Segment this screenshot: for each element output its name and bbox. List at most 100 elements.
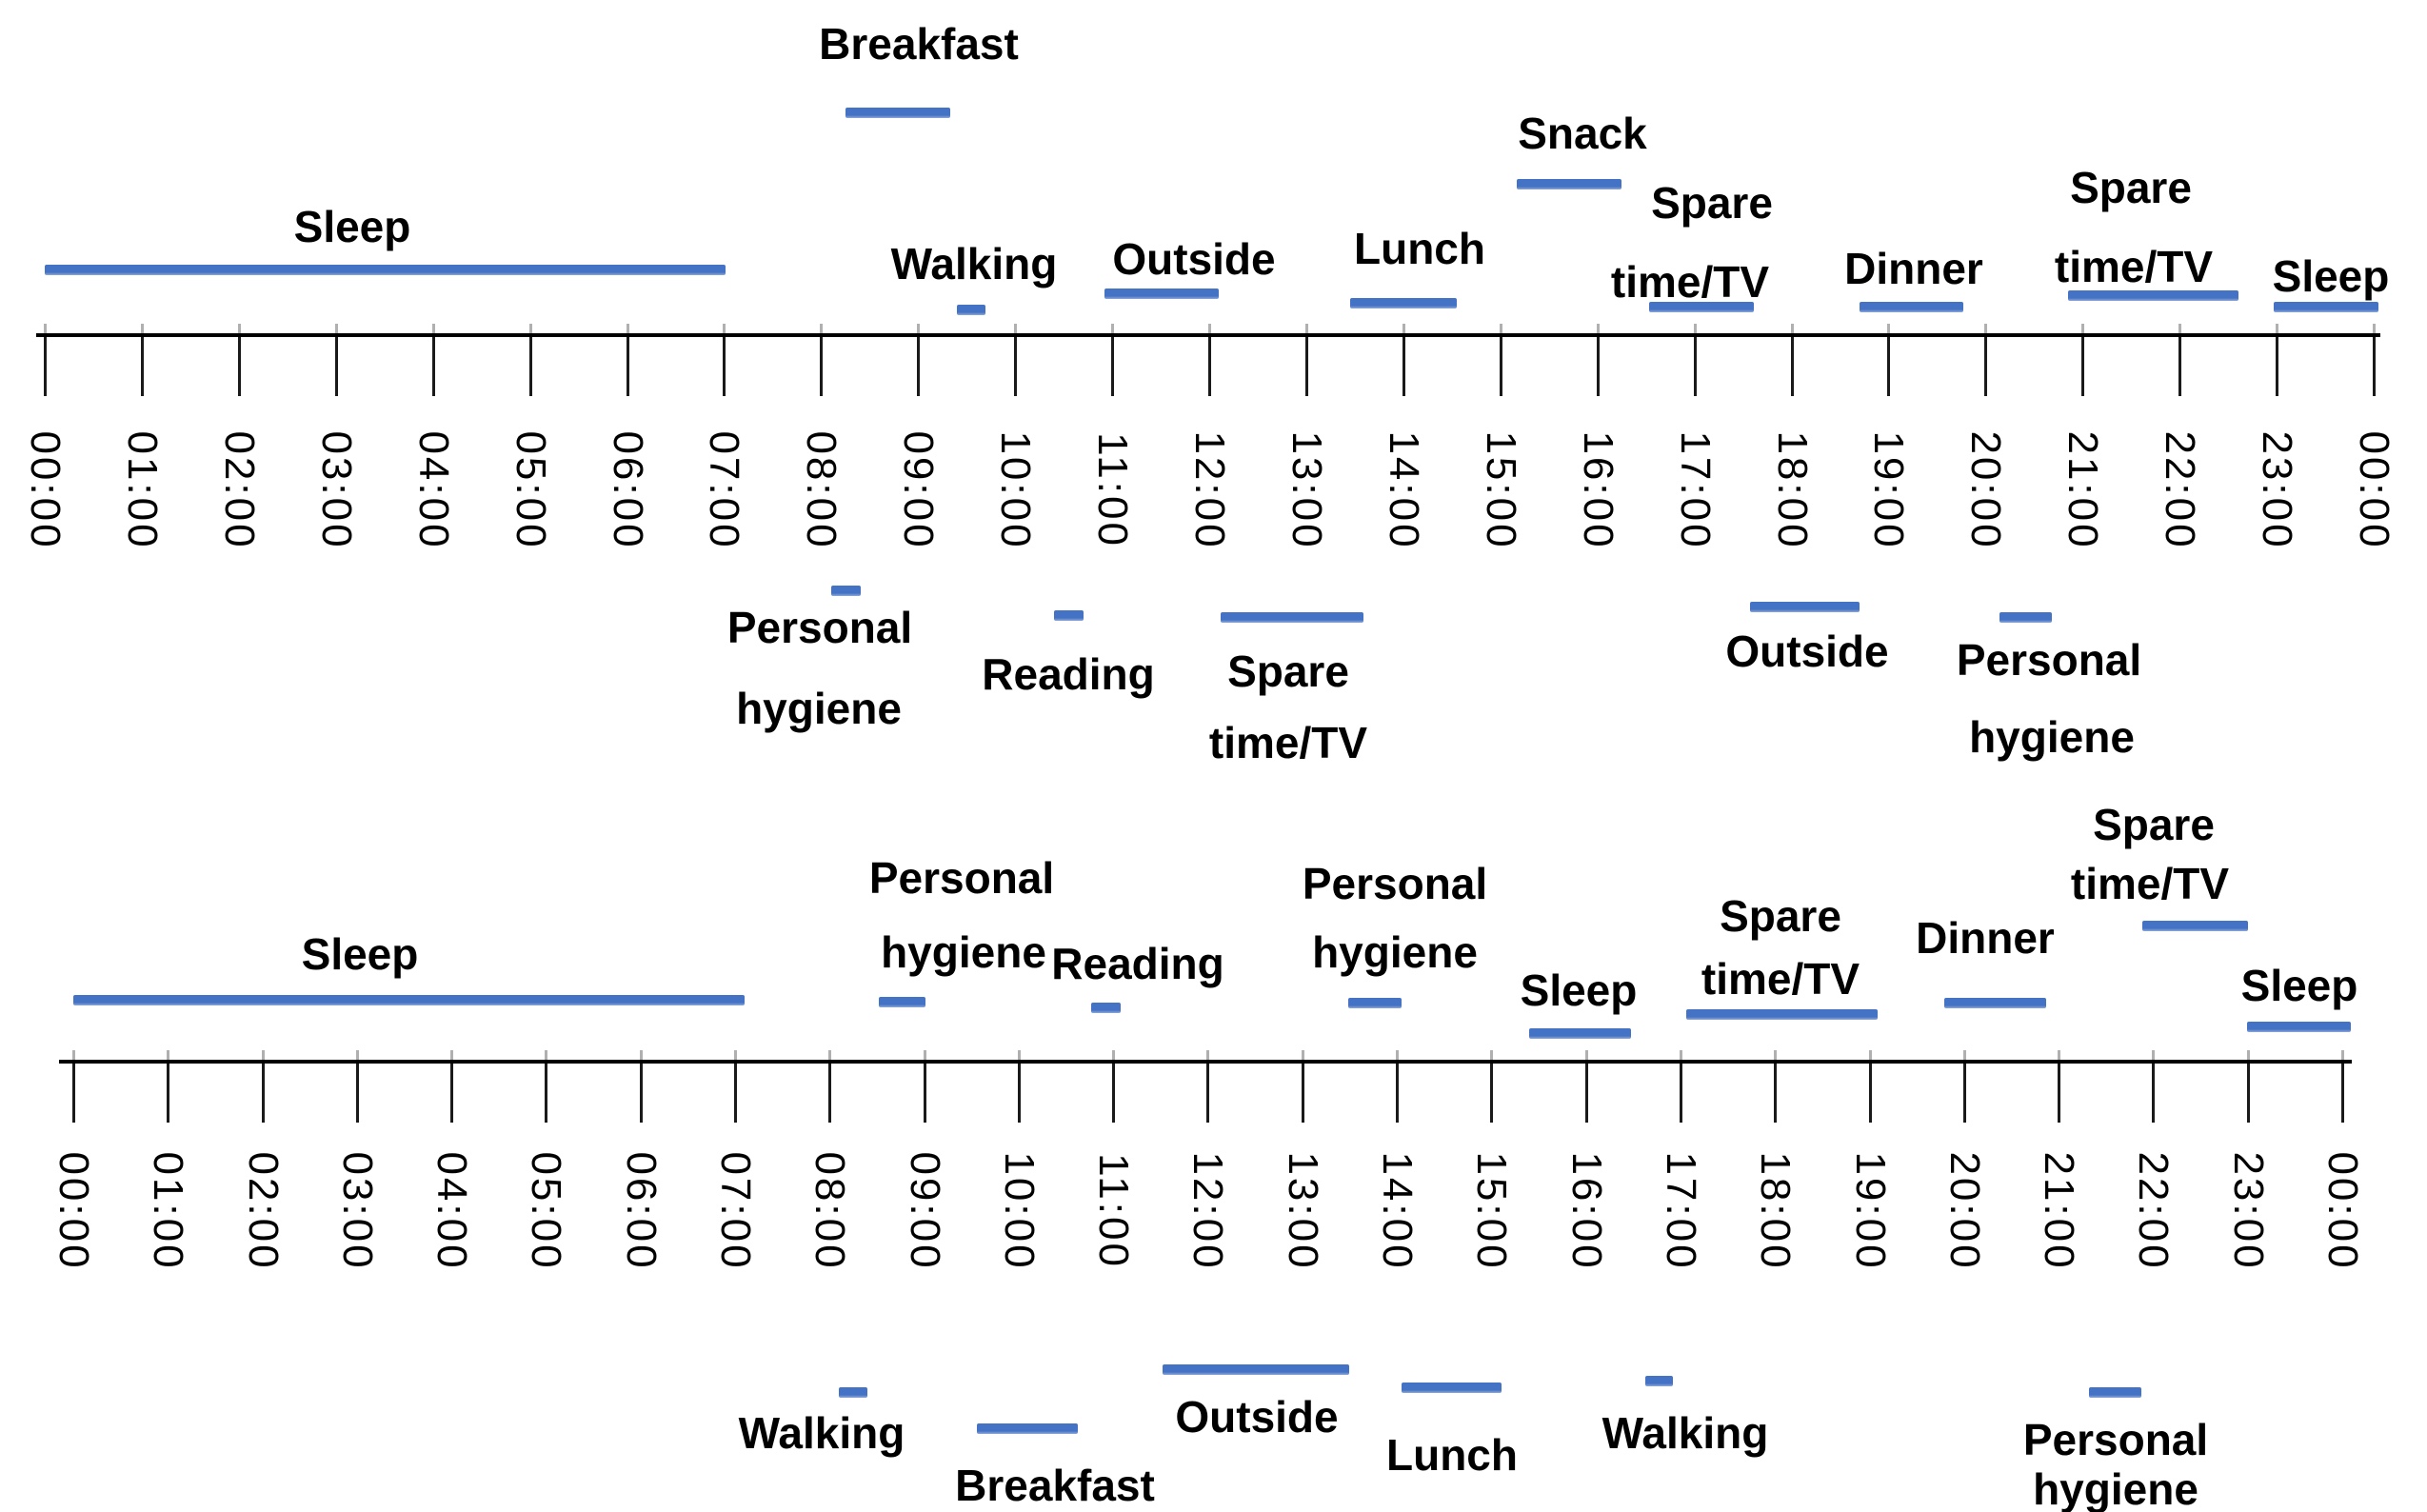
hour-tick	[1984, 337, 1987, 396]
activity-bar-outside	[1163, 1364, 1349, 1375]
activity-bar-breakfast	[845, 108, 950, 118]
hour-tick	[820, 337, 823, 396]
hour-tick-label: 13:00	[1280, 1151, 1326, 1271]
hour-tick-label: 01:00	[119, 430, 166, 550]
hour-tick	[828, 1064, 831, 1123]
activity-label: Sleep	[2240, 961, 2358, 1010]
hour-tick-label: 03:00	[313, 430, 360, 550]
hour-tick-label: 12:00	[1184, 1151, 1231, 1271]
hour-tick-label: 15:00	[1468, 1151, 1515, 1271]
activity-label: Outside	[1112, 234, 1276, 284]
activity-bar-walking	[1645, 1376, 1673, 1386]
hour-tick-stub	[450, 1050, 453, 1060]
hour-tick-stub	[828, 1050, 831, 1060]
activity-label: hygiene	[1969, 712, 2135, 762]
activity-bar-dinner	[1860, 302, 1963, 312]
hour-tick-label: 22:00	[2157, 430, 2203, 550]
hour-tick-stub	[529, 324, 532, 333]
hour-tick-label: 20:00	[1941, 1151, 1988, 1271]
hour-tick-label: 10:00	[996, 1151, 1043, 1271]
hour-tick-label: 16:00	[1575, 430, 1621, 550]
hour-tick	[141, 337, 144, 396]
hour-tick-label: 18:00	[1752, 1151, 1799, 1271]
activity-bar-personal-hygiene	[1348, 998, 1402, 1008]
hour-tick-label: 17:00	[1672, 430, 1719, 550]
hour-tick	[1963, 1064, 1966, 1123]
hour-tick-label: 09:00	[902, 1151, 948, 1271]
hour-tick-stub	[1302, 1050, 1304, 1060]
hour-tick	[1402, 337, 1405, 396]
hour-tick-stub	[1206, 1050, 1209, 1060]
activity-label: time/TV	[1208, 718, 1368, 767]
activity-bar-personal-hygiene	[1999, 612, 2052, 623]
activity-bar-spare-time-tv	[1649, 302, 1754, 312]
activity-bar-outside	[1104, 288, 1219, 299]
hour-tick-label: 02:00	[216, 430, 263, 550]
activity-label: Walking	[890, 239, 1058, 288]
hour-tick-stub	[1869, 1050, 1872, 1060]
hour-tick-label: 19:00	[1847, 1151, 1894, 1271]
hour-tick-label: 21:00	[2036, 1151, 2082, 1271]
hour-tick	[1500, 337, 1502, 396]
activity-label: Personal	[2022, 1415, 2209, 1464]
hour-tick	[1112, 1064, 1115, 1123]
activity-label: Lunch	[1354, 224, 1485, 273]
hour-tick-label: 08:00	[798, 430, 845, 550]
hour-tick-stub	[723, 324, 726, 333]
hour-tick-stub	[2373, 324, 2376, 333]
hour-tick-label: 22:00	[2130, 1151, 2177, 1271]
activity-label: Outside	[1175, 1392, 1339, 1442]
activity-label: Breakfast	[955, 1461, 1155, 1510]
hour-tick	[2373, 337, 2376, 396]
activity-bar-breakfast	[977, 1423, 1078, 1434]
hour-tick-label: 10:00	[992, 430, 1039, 550]
hour-tick-stub	[1208, 324, 1211, 333]
hour-tick-stub	[1490, 1050, 1493, 1060]
hour-tick	[1206, 1064, 1209, 1123]
activity-bar-sleep	[45, 265, 726, 275]
hour-tick-stub	[1694, 324, 1697, 333]
hour-tick	[1305, 337, 1308, 396]
activity-label: Personal	[1956, 635, 2142, 685]
hour-tick-label: 20:00	[1962, 430, 2009, 550]
hour-tick-stub	[72, 1050, 75, 1060]
hour-tick-label: 04:00	[410, 430, 457, 550]
hour-tick-stub	[1887, 324, 1890, 333]
hour-tick-stub	[1305, 324, 1308, 333]
hour-tick-stub	[141, 324, 144, 333]
hour-tick-stub	[1963, 1050, 1966, 1060]
hour-tick-label: 21:00	[2059, 430, 2106, 550]
hour-tick-stub	[432, 324, 435, 333]
hour-tick-stub	[1402, 324, 1405, 333]
hour-tick	[238, 337, 241, 396]
hour-tick	[627, 337, 629, 396]
hour-tick-stub	[356, 1050, 359, 1060]
hour-tick-label: 18:00	[1769, 430, 1816, 550]
hour-tick-label: 07:00	[712, 1151, 759, 1271]
activity-label: time/TV	[1701, 954, 1860, 1004]
hour-tick-label: 17:00	[1658, 1151, 1704, 1271]
hour-tick-label: 05:00	[523, 1151, 569, 1271]
hour-tick-label: 09:00	[895, 430, 942, 550]
activity-label: Spare	[1720, 891, 1841, 941]
activity-label: Lunch	[1386, 1430, 1518, 1480]
activity-label: Spare	[2093, 800, 2215, 849]
hour-tick	[262, 1064, 265, 1123]
activity-bar-reading	[1054, 610, 1084, 621]
hour-tick-stub	[2152, 1050, 2155, 1060]
hour-tick-label: 00:00	[22, 430, 69, 550]
activity-label: time/TV	[2070, 859, 2230, 908]
hour-tick	[450, 1064, 453, 1123]
activity-label: Spare	[1651, 178, 1773, 228]
hour-tick-label: 23:00	[2225, 1151, 2272, 1271]
activity-bar-snack	[1517, 179, 1621, 189]
activity-bar-personal-hygiene	[2089, 1387, 2141, 1398]
hour-tick-label: 01:00	[145, 1151, 191, 1271]
activity-label: Breakfast	[819, 19, 1019, 69]
activity-bar-lunch	[1350, 298, 1457, 308]
activity-label: Personal	[868, 853, 1055, 903]
activity-bar-walking	[839, 1387, 867, 1398]
timeline-axis-day1	[36, 333, 2380, 337]
hour-tick	[917, 337, 920, 396]
